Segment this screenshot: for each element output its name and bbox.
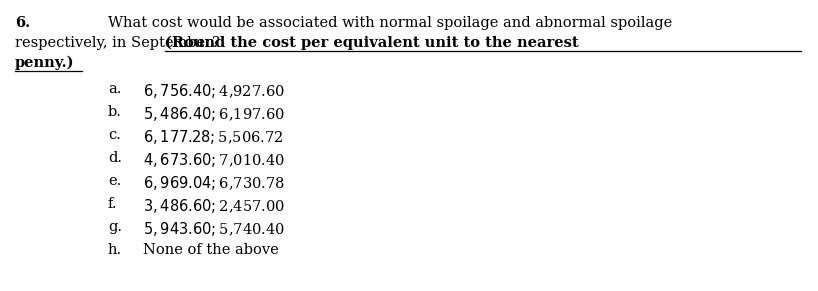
Text: b.: b. bbox=[108, 105, 122, 119]
Text: 6.: 6. bbox=[15, 16, 30, 30]
Text: g.: g. bbox=[108, 220, 122, 234]
Text: $3,486.60; $2,457.00: $3,486.60; $2,457.00 bbox=[143, 197, 285, 215]
Text: f.: f. bbox=[108, 197, 118, 211]
Text: What cost would be associated with normal spoilage and abnormal spoilage: What cost would be associated with norma… bbox=[108, 16, 672, 30]
Text: $6,756.40; $4,927.60: $6,756.40; $4,927.60 bbox=[143, 82, 285, 100]
Text: (Round the cost per equivalent unit to the nearest: (Round the cost per equivalent unit to t… bbox=[165, 36, 578, 50]
Text: respectively, in September?: respectively, in September? bbox=[15, 36, 224, 50]
Text: $5,943.60; $5,740.40: $5,943.60; $5,740.40 bbox=[143, 220, 285, 238]
Text: h.: h. bbox=[108, 243, 122, 257]
Text: penny.): penny.) bbox=[15, 56, 74, 70]
Text: c.: c. bbox=[108, 128, 121, 142]
Text: d.: d. bbox=[108, 151, 122, 165]
Text: None of the above: None of the above bbox=[143, 243, 279, 257]
Text: e.: e. bbox=[108, 174, 121, 188]
Text: $6,969.04; $6,730.78: $6,969.04; $6,730.78 bbox=[143, 174, 285, 192]
Text: $5,486.40; $6,197.60: $5,486.40; $6,197.60 bbox=[143, 105, 285, 123]
Text: $6,177.28; $5,506.72: $6,177.28; $5,506.72 bbox=[143, 128, 284, 146]
Text: a.: a. bbox=[108, 82, 121, 96]
Text: $4,673.60; $7,010.40: $4,673.60; $7,010.40 bbox=[143, 151, 285, 169]
